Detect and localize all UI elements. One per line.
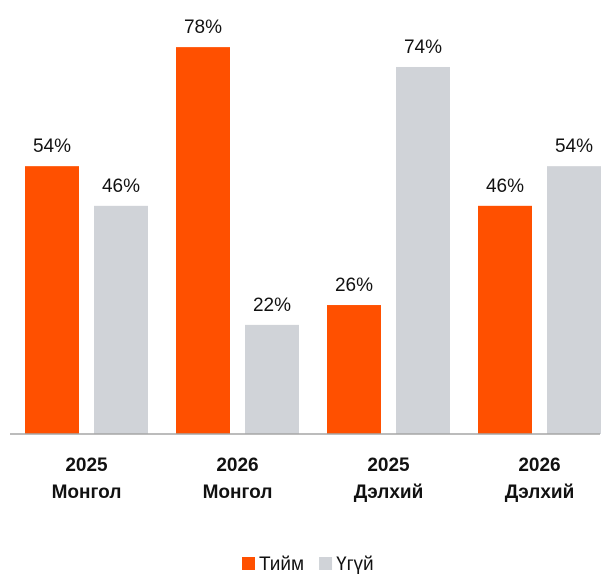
x-tick-label: 2026 Дэлхий [504,455,575,503]
data-label: 74% [404,37,442,58]
data-label: 46% [486,176,524,197]
bar [327,305,381,434]
bar [176,47,230,435]
bar [396,66,450,435]
data-label: 54% [33,136,71,157]
data-label: 26% [335,275,373,296]
legend-label: Тийм [259,554,304,574]
x-tick-label: 2025 Дэлхий [353,455,424,503]
bar [478,205,532,434]
legend-swatch [319,557,333,570]
x-tick-label: 2026 Монгол [202,455,273,503]
x-tick-label: 2025 Монгол [51,455,122,503]
bar [547,166,601,434]
data-label: 22% [253,295,291,316]
legend-label: Үгүй [336,554,374,574]
data-label: 78% [184,17,222,38]
bar [25,166,79,434]
data-label: 46% [102,176,140,197]
data-label: 54% [555,136,593,157]
bar [94,205,148,434]
legend-swatch [242,557,255,570]
bar [245,324,299,434]
